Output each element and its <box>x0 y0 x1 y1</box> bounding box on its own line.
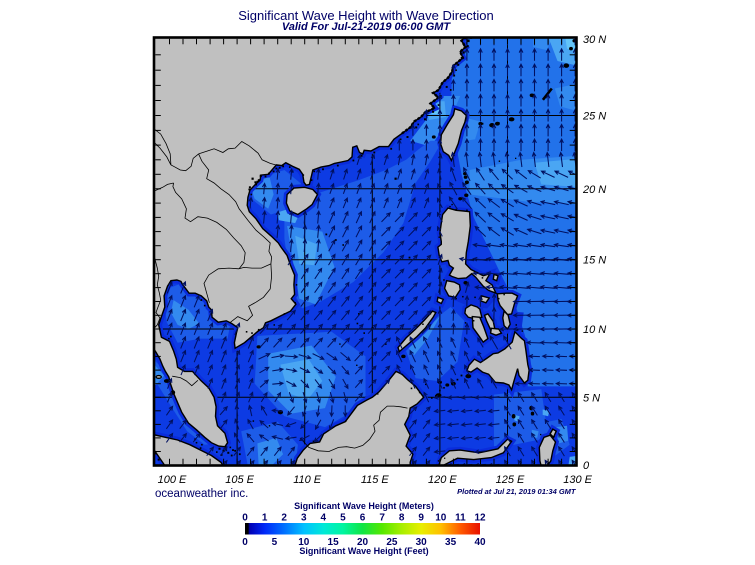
svg-text:1: 1 <box>262 513 268 524</box>
svg-text:0: 0 <box>583 460 590 472</box>
svg-text:5 N: 5 N <box>583 392 600 404</box>
svg-text:8: 8 <box>399 513 405 524</box>
svg-text:4: 4 <box>321 513 327 524</box>
svg-text:6: 6 <box>360 513 366 524</box>
svg-text:20: 20 <box>357 537 369 548</box>
svg-text:100 E: 100 E <box>158 474 187 486</box>
svg-text:5: 5 <box>340 513 346 524</box>
svg-text:Significant Wave Height (Meter: Significant Wave Height (Meters) <box>294 501 434 511</box>
svg-text:0: 0 <box>242 513 248 524</box>
svg-text:0: 0 <box>242 537 248 548</box>
svg-text:25: 25 <box>386 537 398 548</box>
svg-text:115 E: 115 E <box>361 474 390 486</box>
svg-text:7: 7 <box>379 513 385 524</box>
svg-text:oceanweather inc.: oceanweather inc. <box>155 488 248 500</box>
svg-text:35: 35 <box>445 537 457 548</box>
svg-text:3: 3 <box>301 513 307 524</box>
svg-text:12: 12 <box>474 513 486 524</box>
svg-text:20 N: 20 N <box>582 184 606 196</box>
svg-text:5: 5 <box>272 537 278 548</box>
svg-text:120 E: 120 E <box>428 474 457 486</box>
svg-text:Valid For Jul-21-2019 06:00 GM: Valid For Jul-21-2019 06:00 GMT <box>282 21 452 33</box>
svg-text:125 E: 125 E <box>496 474 525 486</box>
svg-text:9: 9 <box>418 513 424 524</box>
svg-text:Plotted at Jul 21, 2019 01:34: Plotted at Jul 21, 2019 01:34 GMT <box>457 487 577 496</box>
svg-text:130 E: 130 E <box>563 474 592 486</box>
svg-text:10: 10 <box>298 537 310 548</box>
svg-text:30: 30 <box>416 537 428 548</box>
svg-text:30 N: 30 N <box>583 34 606 46</box>
svg-text:105 E: 105 E <box>225 474 254 486</box>
svg-text:11: 11 <box>455 513 466 524</box>
svg-text:15: 15 <box>328 537 340 548</box>
svg-text:110 E: 110 E <box>293 474 322 486</box>
svg-text:25 N: 25 N <box>582 111 606 123</box>
svg-text:10 N: 10 N <box>583 324 606 336</box>
svg-text:Significant Wave Height with W: Significant Wave Height with Wave Direct… <box>238 8 494 23</box>
svg-text:2: 2 <box>281 513 287 524</box>
svg-text:40: 40 <box>474 537 486 548</box>
svg-text:15 N: 15 N <box>583 255 606 267</box>
svg-text:10: 10 <box>435 513 447 524</box>
svg-text:Significant Wave Height (Feet): Significant Wave Height (Feet) <box>299 546 428 556</box>
